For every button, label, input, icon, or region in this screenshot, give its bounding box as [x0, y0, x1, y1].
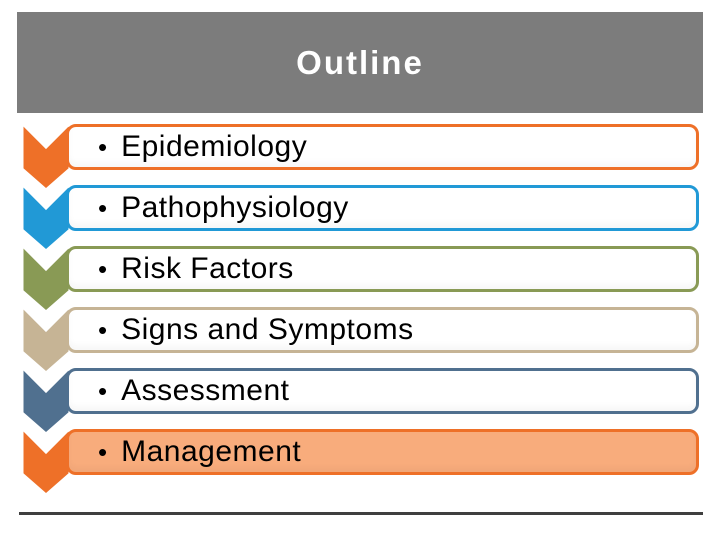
chevron-down-icon — [20, 180, 72, 253]
outline-item-label: Epidemiology — [121, 130, 308, 163]
bullet-marker: • — [98, 376, 108, 406]
outline-item-bar: • Epidemiology — [66, 124, 699, 170]
chevron-down-icon — [20, 302, 72, 375]
bullet-marker: • — [98, 193, 108, 223]
outline-item-label: Risk Factors — [121, 252, 294, 285]
chevron-down-icon — [20, 241, 72, 314]
outline-item-risk-factors: • Risk Factors — [0, 241, 720, 314]
outline-item-signs-and-symptoms: • Signs and Symptoms — [0, 302, 720, 375]
bullet-marker: • — [98, 437, 108, 467]
outline-item-bar: • Assessment — [66, 368, 699, 414]
chevron-down-icon — [20, 363, 72, 436]
outline-item-bar: • Risk Factors — [66, 246, 699, 292]
outline-item-bar: • Management — [66, 429, 699, 475]
outline-item-pathophysiology: • Pathophysiology — [0, 180, 720, 253]
outline-item-label: Assessment — [121, 374, 290, 407]
outline-item-assessment: • Assessment — [0, 363, 720, 436]
outline-item-bar: • Pathophysiology — [66, 185, 699, 231]
outline-item-bar: • Signs and Symptoms — [66, 307, 699, 353]
page-title: Outline — [296, 43, 424, 81]
outline-item-epidemiology: • Epidemiology — [0, 119, 720, 192]
bullet-marker: • — [98, 315, 108, 345]
footer-divider-line — [19, 512, 703, 515]
chevron-down-icon — [20, 119, 72, 192]
slide-title-bar: Outline — [17, 12, 703, 113]
outline-item-label: Management — [121, 435, 302, 468]
chevron-down-icon — [20, 424, 72, 497]
outline-item-label: Signs and Symptoms — [121, 313, 414, 346]
bullet-marker: • — [98, 132, 108, 162]
outline-item-management: • Management — [0, 424, 720, 497]
bullet-marker: • — [98, 254, 108, 284]
outline-item-label: Pathophysiology — [121, 191, 349, 224]
